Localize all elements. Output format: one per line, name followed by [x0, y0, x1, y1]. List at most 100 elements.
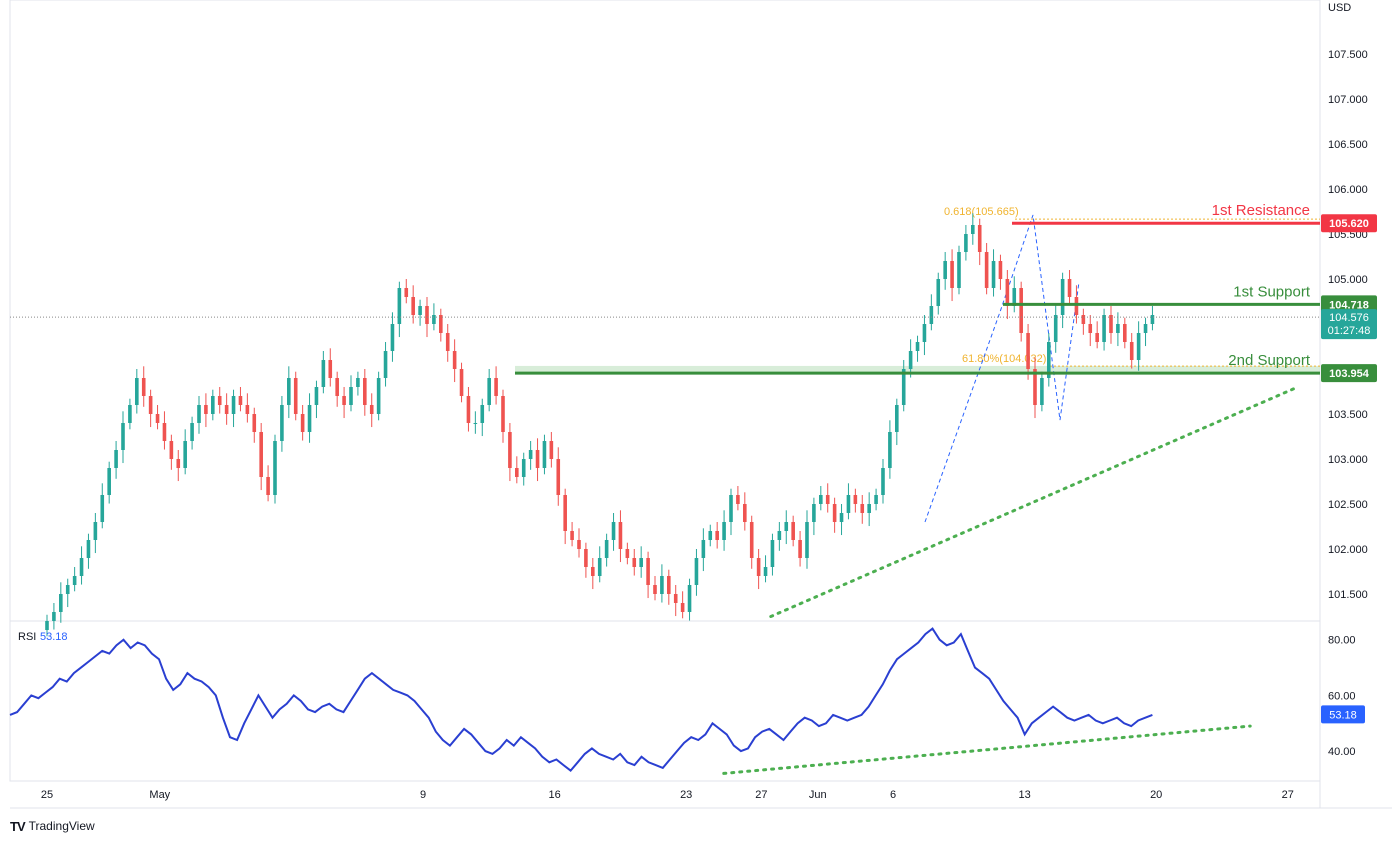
level-badge-text: 105.620 — [1329, 218, 1369, 230]
candle-body — [190, 423, 194, 441]
rsi-tick-label: 40.00 — [1328, 746, 1356, 758]
candle-body — [459, 369, 464, 396]
candle-body — [798, 540, 802, 558]
candle-body — [597, 558, 602, 576]
price-tick-label: 106.500 — [1328, 139, 1368, 151]
rsi-trend-line — [722, 724, 1252, 775]
candle-body — [819, 495, 823, 504]
support-zone — [515, 365, 1320, 374]
candle-body — [328, 360, 333, 378]
candle-body — [425, 306, 429, 324]
candle-body — [743, 504, 747, 522]
price-tick-label: 102.000 — [1328, 544, 1368, 556]
candle-body — [369, 405, 374, 414]
fib-level-label: 0.618(105.665) — [944, 206, 1019, 218]
candle-body — [155, 414, 160, 423]
rsi-tick-label: 80.00 — [1328, 635, 1356, 647]
candle-body — [148, 396, 153, 414]
candle-body — [197, 405, 201, 423]
rsi-series: 53.18 — [9, 627, 1365, 775]
rsi-value-text: 53.18 — [40, 631, 68, 643]
candle-body — [846, 495, 851, 513]
candle-body — [515, 468, 519, 477]
candle-body — [259, 432, 263, 477]
currency-label: USD — [1328, 2, 1351, 14]
candle-body — [224, 405, 229, 414]
candle-body — [211, 396, 215, 414]
candle-body — [943, 261, 947, 279]
time-tick-label: May — [149, 789, 170, 801]
candle-body — [881, 468, 885, 495]
candle-body — [749, 522, 754, 558]
price-tick-label: 102.500 — [1328, 499, 1368, 511]
candle-body — [487, 378, 491, 405]
candle-body — [673, 594, 678, 603]
time-tick-label: 23 — [680, 789, 692, 801]
candle-body — [860, 504, 865, 513]
candle-body — [501, 396, 505, 432]
level-badge — [1321, 214, 1377, 233]
candle-body — [245, 405, 250, 414]
rsi-pane[interactable] — [9, 620, 1321, 782]
price-tick-label: 107.500 — [1328, 49, 1368, 61]
candle-body — [93, 522, 98, 540]
candle-body — [957, 252, 961, 288]
price-tick-label: 103.000 — [1328, 454, 1368, 466]
candle-body — [1150, 315, 1155, 324]
candles — [45, 213, 1155, 637]
rsi-line — [9, 627, 1153, 772]
candle-body — [687, 585, 692, 612]
price-pane[interactable] — [9, 0, 1321, 622]
candle-body — [770, 540, 775, 567]
candle-body — [349, 387, 353, 405]
time-tick-label: 13 — [1018, 789, 1030, 801]
candle-body — [169, 441, 174, 459]
price-tick-label: 103.500 — [1328, 409, 1368, 421]
candle-body — [1088, 324, 1093, 333]
rsi-tick-label: 60.00 — [1328, 690, 1356, 702]
candle-body — [439, 315, 443, 333]
candle-body — [908, 351, 913, 369]
candle-body — [107, 468, 111, 495]
time-tick-label: 27 — [1282, 789, 1294, 801]
level-badge-text: 104.718 — [1329, 299, 1369, 311]
current-price-text: 104.576 — [1329, 312, 1369, 324]
candle-body — [390, 324, 395, 351]
candle-body — [901, 369, 906, 405]
support-zone-band — [515, 365, 1320, 374]
candle-body — [888, 432, 892, 468]
candle-body — [653, 585, 657, 594]
fib-swing-line — [924, 214, 1080, 523]
candle-body — [584, 549, 588, 567]
candle-body — [445, 333, 450, 351]
candle-body — [701, 540, 706, 558]
candle-body — [639, 558, 643, 567]
level-label: 1st Resistance — [1212, 202, 1310, 219]
time-tick-label: 25 — [41, 789, 53, 801]
candle-body — [549, 441, 554, 459]
candle-body — [252, 414, 257, 432]
time-tick-label: 20 — [1150, 789, 1162, 801]
rsi-axis: 80.00 60.00 40.00 — [1328, 635, 1356, 758]
candle-body — [998, 261, 1003, 279]
candle-body — [563, 495, 567, 531]
candle-body — [667, 576, 671, 594]
candle-body — [874, 495, 878, 504]
candle-body — [591, 567, 595, 576]
candle-body — [86, 540, 91, 558]
level-label: 2nd Support — [1228, 352, 1311, 369]
level-badge — [1321, 364, 1377, 383]
candle-body — [825, 495, 830, 504]
candle-body — [1060, 279, 1065, 315]
fib-level-label: 61.80%(104.032) — [962, 353, 1046, 365]
candle-body — [929, 306, 934, 324]
candle-body — [204, 405, 208, 414]
candle-body — [604, 540, 609, 558]
candle-body — [660, 576, 664, 594]
candle-body — [625, 549, 630, 558]
candle-body — [736, 495, 740, 504]
candle-body — [280, 405, 284, 441]
candle-body — [936, 279, 941, 306]
